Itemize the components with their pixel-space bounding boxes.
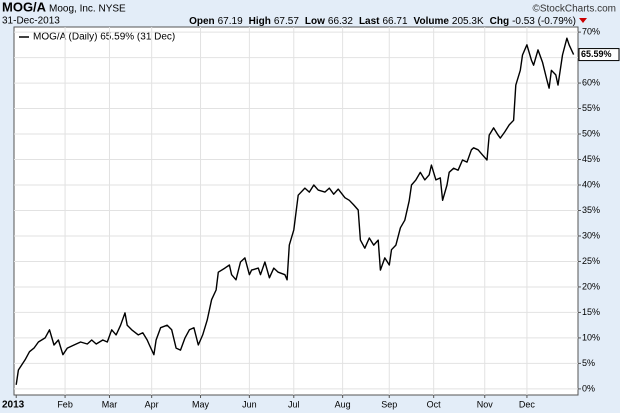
y-tick-label: 0% xyxy=(582,383,595,393)
x-tick-label: Feb xyxy=(57,399,73,409)
x-tick-label: Apr xyxy=(145,399,159,409)
quote-label: Volume xyxy=(414,16,450,27)
down-arrow xyxy=(579,18,587,23)
x-tick-label: Sep xyxy=(381,399,397,409)
quote: Open 67.19 High 67.57 Low 66.32 Last 66.71 Volum… xyxy=(189,16,576,27)
quote-value: 205.3K xyxy=(452,16,484,27)
company: Moog, Inc. NYSE xyxy=(49,4,126,15)
legend-text: MOG/A (Daily) 65.59% (31 Dec) xyxy=(33,32,175,43)
x-tick-label: Mar xyxy=(102,399,118,409)
x-tick-label: Aug xyxy=(335,399,351,409)
source: ©StockCharts.com xyxy=(532,4,616,15)
quote-value: 67.57 xyxy=(274,16,299,27)
y-tick-label: 30% xyxy=(582,230,600,240)
y-tick-label: 50% xyxy=(582,128,600,138)
x-tick-label: Jul xyxy=(288,399,300,409)
y-tick-label: 45% xyxy=(582,154,600,164)
quote-label: High xyxy=(249,16,271,27)
quote-label: Last xyxy=(359,16,380,27)
last-value-box xyxy=(578,48,620,62)
y-tick-label: 60% xyxy=(582,77,600,87)
x-tick-label: Jun xyxy=(242,399,257,409)
y-tick-label: 55% xyxy=(582,103,600,113)
y-tick-label: 20% xyxy=(582,281,600,291)
quote-label: Low xyxy=(305,16,325,27)
quote-label: Open xyxy=(189,16,215,27)
y-tick-label: 10% xyxy=(582,332,600,342)
y-tick-label: 35% xyxy=(582,205,600,215)
x-tick-label: 2013 xyxy=(2,400,25,411)
y-tick-label: 70% xyxy=(582,26,600,36)
x-tick-label: Dec xyxy=(519,399,536,409)
quote-value: 66.32 xyxy=(328,16,353,27)
quote-value: -0.53 (-0.79%) xyxy=(512,16,576,27)
quote-value: 67.19 xyxy=(218,16,243,27)
quote-value: 66.71 xyxy=(383,16,408,27)
price-line xyxy=(15,37,575,385)
last-value-label: 65.59% xyxy=(581,49,612,59)
symbol: MOG/A xyxy=(2,0,47,14)
y-tick-label: 25% xyxy=(582,256,600,266)
date: 31-Dec-2013 xyxy=(2,16,60,27)
quote-label: Chg xyxy=(490,16,509,27)
x-tick-label: May xyxy=(192,399,210,409)
x-tick-label: Nov xyxy=(477,399,494,409)
x-tick-label: Oct xyxy=(427,399,442,409)
y-tick-label: 15% xyxy=(582,307,600,317)
y-tick-label: 5% xyxy=(582,358,595,368)
y-tick-label: 40% xyxy=(582,179,600,189)
